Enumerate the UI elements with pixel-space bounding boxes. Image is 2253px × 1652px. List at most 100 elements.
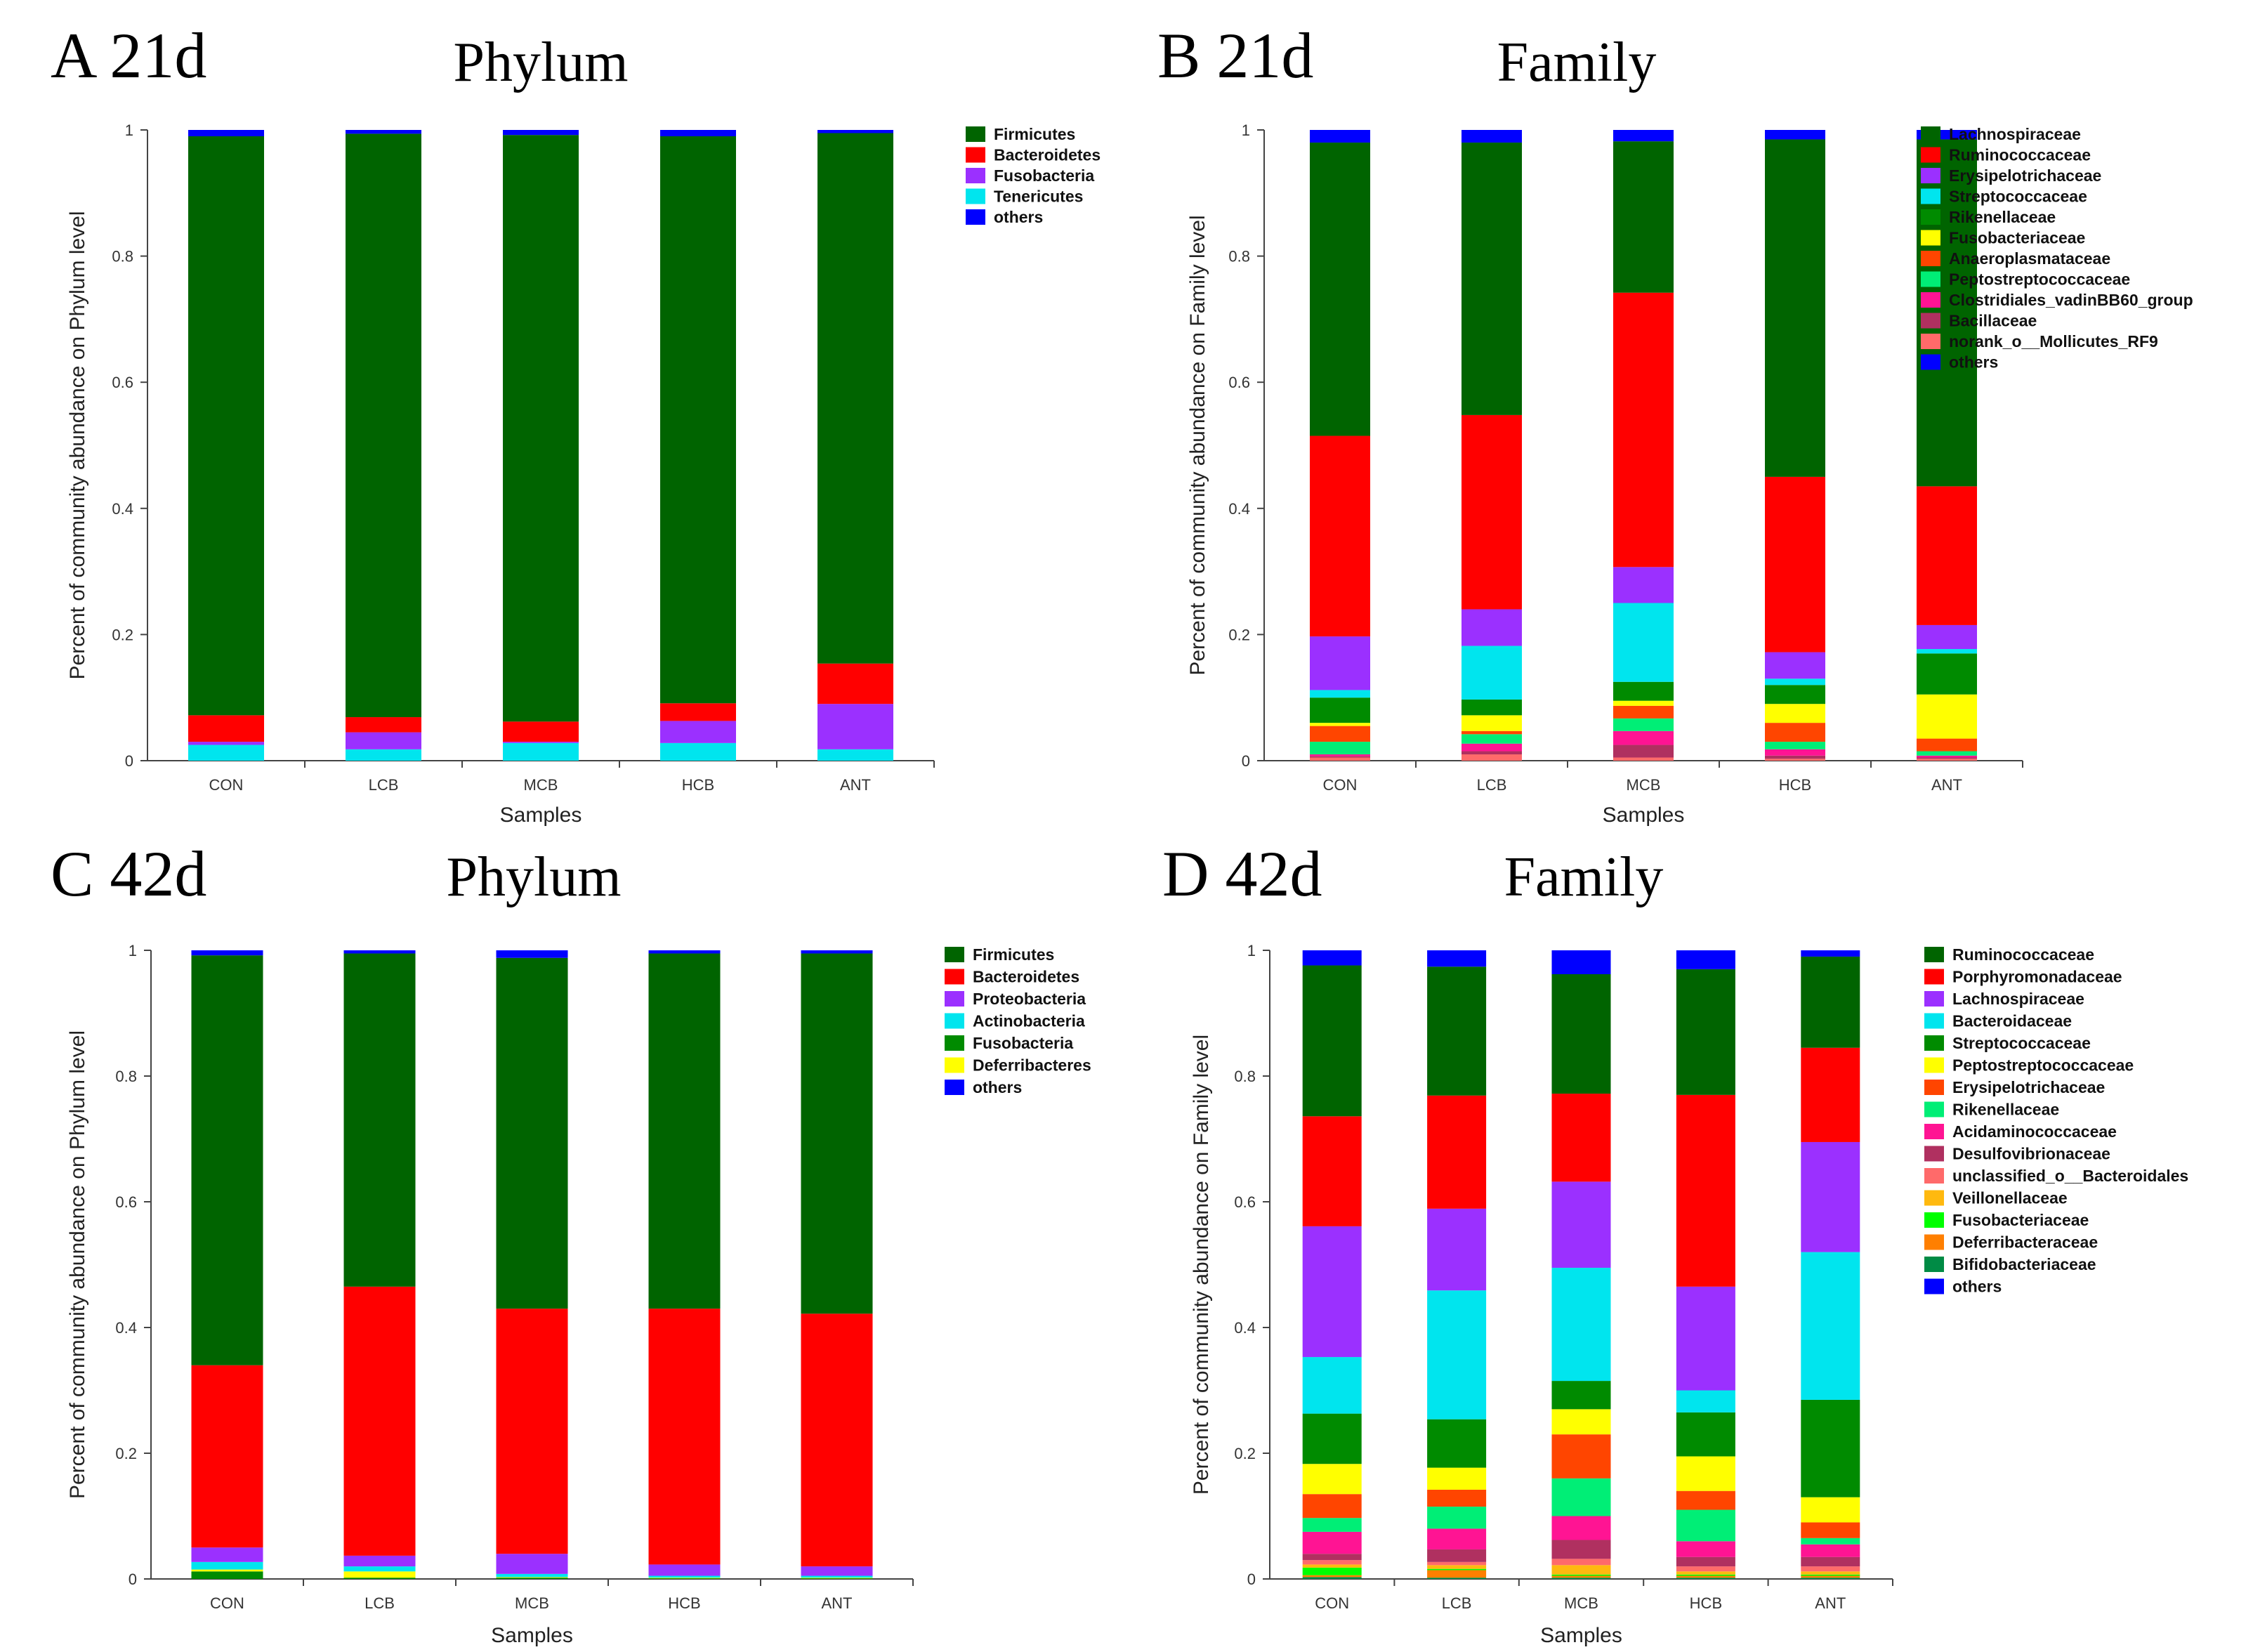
bar-segment-peptostreptococcaceae-mcb <box>1551 1409 1611 1435</box>
bar-segment-norank-o-mollicutes-rf9-con <box>1310 757 1370 761</box>
bar-segment-others-lcb <box>1462 130 1522 143</box>
bar-segment-bifidobacteriaceae-ant <box>1801 1578 1860 1579</box>
bar-segment-streptococcaceae-mcb <box>1613 603 1674 682</box>
bar-segment-others-mcb <box>1613 130 1674 142</box>
legend-swatch <box>1921 147 1940 163</box>
bar-segment-peptostreptococcaceae-lcb <box>1427 1467 1487 1490</box>
bar-segment-lachnospiraceae-mcb <box>1613 141 1674 293</box>
bar-segment-veillonellaceae-hcb <box>1676 1571 1735 1575</box>
bar-segment-others-hcb <box>1676 950 1735 969</box>
bar-segment-rikenellaceae-lcb <box>1462 699 1522 716</box>
bar-segment-ruminococcaceae-con <box>1310 435 1370 637</box>
bar-segment-actinobacteria-con <box>191 1561 263 1570</box>
x-tick-label: LCB <box>1442 1594 1472 1612</box>
x-tick-label: MCB <box>1627 776 1661 794</box>
bar-segment-bacillaceae-con <box>1310 756 1370 758</box>
legend-entry: Fusobacteria <box>994 166 1094 185</box>
bar-segment-fusobacteria-hcb <box>660 721 736 743</box>
legend-entry: Peptostreptococcaceae <box>1952 1056 2134 1075</box>
bar-segment-proteobacteria-mcb <box>496 1554 568 1574</box>
bar-segment-rikenellaceae-con <box>1310 697 1370 723</box>
legend-swatch <box>1921 168 1940 183</box>
bar-segment-others-con <box>191 950 263 956</box>
y-tick-label: 0.4 <box>112 500 133 518</box>
legend-entry: Acidaminococcaceae <box>1952 1122 2117 1141</box>
bar-segment-others-con <box>1302 950 1362 966</box>
y-axis-title: Percent of community abundance on Family… <box>1190 1035 1213 1495</box>
bar-segment-bacteroidetes-hcb <box>648 1309 721 1565</box>
legend-entry: Erysipelotrichaceae <box>1949 166 2101 185</box>
legend-swatch <box>945 1013 964 1029</box>
bar-segment-tenericutes-mcb <box>503 742 579 761</box>
bar-segment-streptococcaceae-mcb <box>1551 1381 1611 1410</box>
bar-segment-bifidobacteriaceae-con <box>1302 1577 1362 1579</box>
bar-segment-porphyromonadaceae-hcb <box>1676 1094 1735 1287</box>
bar-segment-desulfovibrionaceae-con <box>1302 1554 1362 1561</box>
legend-entry: Streptococcaceae <box>1949 188 2087 206</box>
bar-segment-unclassified-o-bacteroidales-con <box>1302 1560 1362 1565</box>
y-tick-label: 0.6 <box>1228 374 1250 391</box>
legend-entry: unclassified_o__Bacteroidales <box>1952 1167 2188 1185</box>
legend-swatch <box>1924 1057 1944 1073</box>
legend-entry: Ruminococcaceae <box>1949 146 2091 164</box>
bar-segment-clostridiales-vadinbb60-group-hcb <box>1765 749 1825 756</box>
legend-swatch <box>1924 1190 1944 1206</box>
bar-segment-bacteroidaceae-hcb <box>1676 1390 1735 1412</box>
bar-segment-tenericutes-ant <box>817 749 893 761</box>
bar-segment-clostridiales-vadinbb60-group-mcb <box>1613 730 1674 745</box>
legend-swatch <box>1924 1168 1944 1184</box>
y-tick-label: 1 <box>129 942 137 959</box>
bar-segment-tenericutes-con <box>188 745 264 761</box>
legend-entry: norank_o__Mollicutes_RF9 <box>1949 332 2158 350</box>
bar-segment-acidaminococcaceae-lcb <box>1427 1528 1487 1549</box>
x-tick-label: ANT <box>1931 776 1962 794</box>
bar-segment-deferribacteres-lcb <box>343 1571 416 1578</box>
y-tick-label: 0.6 <box>112 374 133 391</box>
panel-label: D 42d <box>1162 838 1322 910</box>
bar-segment-bacteroidetes-hcb <box>660 703 736 721</box>
legend-swatch <box>1924 1257 1944 1272</box>
legend-swatch <box>1924 991 1944 1007</box>
legend-swatch <box>945 991 964 1007</box>
bar-segment-erysipelotrichaceae-lcb <box>1462 609 1522 646</box>
x-tick-label: HCB <box>682 776 714 794</box>
bar-segment-firmicutes-hcb <box>648 953 721 1309</box>
y-tick-label: 0.6 <box>1234 1193 1256 1211</box>
legend-entry: Firmicutes <box>973 945 1054 964</box>
bar-segment-lachnospiraceae-hcb <box>1765 139 1825 477</box>
legend-swatch <box>1924 1101 1944 1117</box>
legend-swatch <box>966 188 985 204</box>
bar-segment-streptococcaceae-hcb <box>1676 1412 1735 1457</box>
bar-segment-erysipelotrichaceae-hcb <box>1676 1490 1735 1510</box>
y-tick-label: 0.8 <box>1234 1068 1256 1085</box>
bar-segment-others-con <box>1310 130 1370 143</box>
bar-segment-bacteroidaceae-lcb <box>1427 1290 1487 1420</box>
bar-segment-bacteroidetes-lcb <box>343 1286 416 1556</box>
bar-segment-erysipelotrichaceae-con <box>1310 636 1370 690</box>
bar-segment-others-ant <box>1801 950 1860 957</box>
legend-swatch <box>945 1057 964 1073</box>
bar-segment-streptococcaceae-lcb <box>1427 1419 1487 1468</box>
bar-segment-lachnospiraceae-hcb <box>1676 1286 1735 1391</box>
bar-segment-fusobacteriaceae-mcb <box>1551 1574 1611 1576</box>
legend-swatch <box>966 147 985 163</box>
y-tick-label: 0 <box>1247 1571 1256 1588</box>
bar-segment-erysipelotrichaceae-lcb <box>1427 1489 1487 1507</box>
bar-segment-desulfovibrionaceae-hcb <box>1676 1556 1735 1567</box>
bar-segment-clostridiales-vadinbb60-group-ant <box>1917 755 1977 758</box>
x-tick-label: HCB <box>668 1594 700 1612</box>
bar-segment-others-ant <box>817 130 893 133</box>
chart-title: Phylum <box>447 846 622 908</box>
bar-segment-peptostreptococcaceae-hcb <box>1765 742 1825 749</box>
bar-segment-ruminococcaceae-hcb <box>1676 969 1735 1095</box>
bar-segment-fusobacteriaceae-hcb <box>1676 1574 1735 1576</box>
bar-segment-lachnospiraceae-mcb <box>1551 1181 1611 1268</box>
x-tick-label: LCB <box>369 776 399 794</box>
bar-segment-bacillaceae-lcb <box>1462 751 1522 755</box>
bar-segment-bifidobacteriaceae-mcb <box>1551 1578 1611 1579</box>
bar-segment-fusobacteria-con <box>188 742 264 745</box>
legend-entry: Fusobacteriaceae <box>1952 1211 2089 1229</box>
panel-c: C 42d Phylum 0 0.2 0.4 0.6 0.8 1 CON LCB MCB HCB ANT… <box>51 838 1091 1647</box>
legend-entry: Desulfovibrionaceae <box>1952 1145 2110 1163</box>
bar-segment-deferribacteres-mcb <box>496 1577 568 1578</box>
